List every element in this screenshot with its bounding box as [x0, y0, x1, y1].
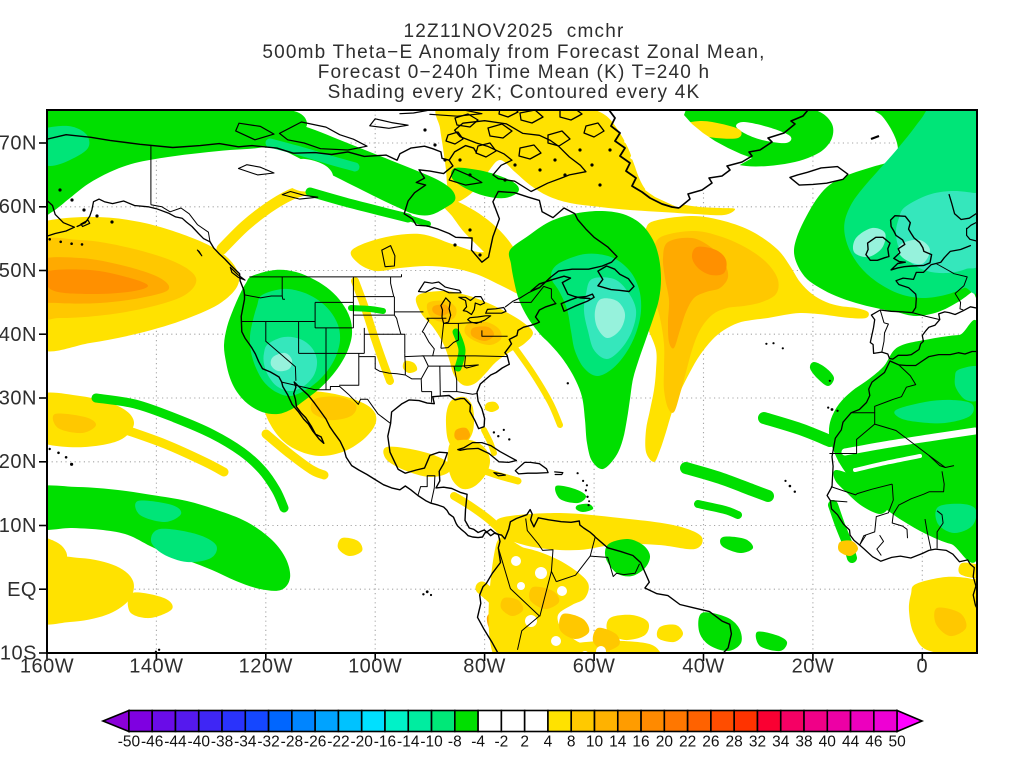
- svg-text:14: 14: [609, 734, 627, 751]
- svg-text:60N: 60N: [0, 196, 37, 218]
- svg-text:46: 46: [865, 734, 882, 751]
- svg-text:-50: -50: [118, 734, 141, 751]
- svg-text:-46: -46: [141, 734, 163, 751]
- svg-text:-38: -38: [211, 734, 233, 751]
- svg-text:50N: 50N: [0, 260, 37, 282]
- svg-text:-14: -14: [397, 734, 420, 751]
- svg-text:10N: 10N: [0, 515, 37, 537]
- svg-text:70N: 70N: [0, 133, 37, 155]
- svg-text:30N: 30N: [0, 388, 37, 410]
- svg-text:10S: 10S: [0, 643, 37, 665]
- svg-text:50: 50: [889, 734, 907, 751]
- svg-text:8: 8: [567, 734, 576, 751]
- svg-text:44: 44: [842, 734, 860, 751]
- svg-text:2: 2: [520, 734, 529, 751]
- svg-text:12Z11NOV2025 cmchr: 12Z11NOV2025 cmchr: [404, 21, 625, 42]
- svg-text:-28: -28: [281, 734, 303, 751]
- svg-text:-22: -22: [327, 734, 349, 751]
- svg-text:20W: 20W: [792, 656, 835, 678]
- svg-text:-10: -10: [420, 734, 443, 751]
- svg-text:-32: -32: [257, 734, 279, 751]
- svg-text:40W: 40W: [682, 656, 725, 678]
- svg-text:34: 34: [772, 734, 790, 751]
- svg-text:40N: 40N: [0, 324, 37, 346]
- svg-text:120W: 120W: [239, 656, 293, 678]
- svg-text:Forecast 0−240h Time Mean (K): Forecast 0−240h Time Mean (K) T=240 h: [318, 62, 711, 83]
- svg-text:20: 20: [656, 734, 674, 751]
- svg-text:40: 40: [819, 734, 837, 751]
- svg-text:Shading every 2K; Contoured ev: Shading every 2K; Contoured every 4K: [328, 82, 701, 103]
- svg-text:32: 32: [749, 734, 766, 751]
- svg-text:140W: 140W: [129, 656, 183, 678]
- svg-text:10: 10: [586, 734, 604, 751]
- svg-text:160W: 160W: [20, 656, 74, 678]
- svg-text:26: 26: [702, 734, 719, 751]
- svg-text:-40: -40: [188, 734, 211, 751]
- svg-text:28: 28: [726, 734, 743, 751]
- svg-text:100W: 100W: [348, 656, 402, 678]
- svg-text:20N: 20N: [0, 451, 37, 473]
- svg-text:EQ: EQ: [7, 579, 37, 601]
- svg-text:38: 38: [795, 734, 812, 751]
- svg-text:500mb Theta−E Anomaly from For: 500mb Theta−E Anomaly from Forecast Zona…: [262, 42, 765, 63]
- svg-text:-20: -20: [350, 734, 373, 751]
- svg-text:-26: -26: [304, 734, 326, 751]
- svg-text:4: 4: [544, 734, 553, 751]
- svg-text:-4: -4: [471, 734, 485, 751]
- svg-text:80W: 80W: [463, 656, 506, 678]
- svg-text:-2: -2: [494, 734, 508, 751]
- svg-text:-44: -44: [164, 734, 187, 751]
- svg-text:-8: -8: [448, 734, 462, 751]
- svg-text:-34: -34: [234, 734, 257, 751]
- svg-text:-16: -16: [374, 734, 396, 751]
- svg-text:16: 16: [632, 734, 649, 751]
- svg-text:0: 0: [916, 656, 928, 678]
- svg-text:22: 22: [679, 734, 696, 751]
- svg-text:60W: 60W: [573, 656, 616, 678]
